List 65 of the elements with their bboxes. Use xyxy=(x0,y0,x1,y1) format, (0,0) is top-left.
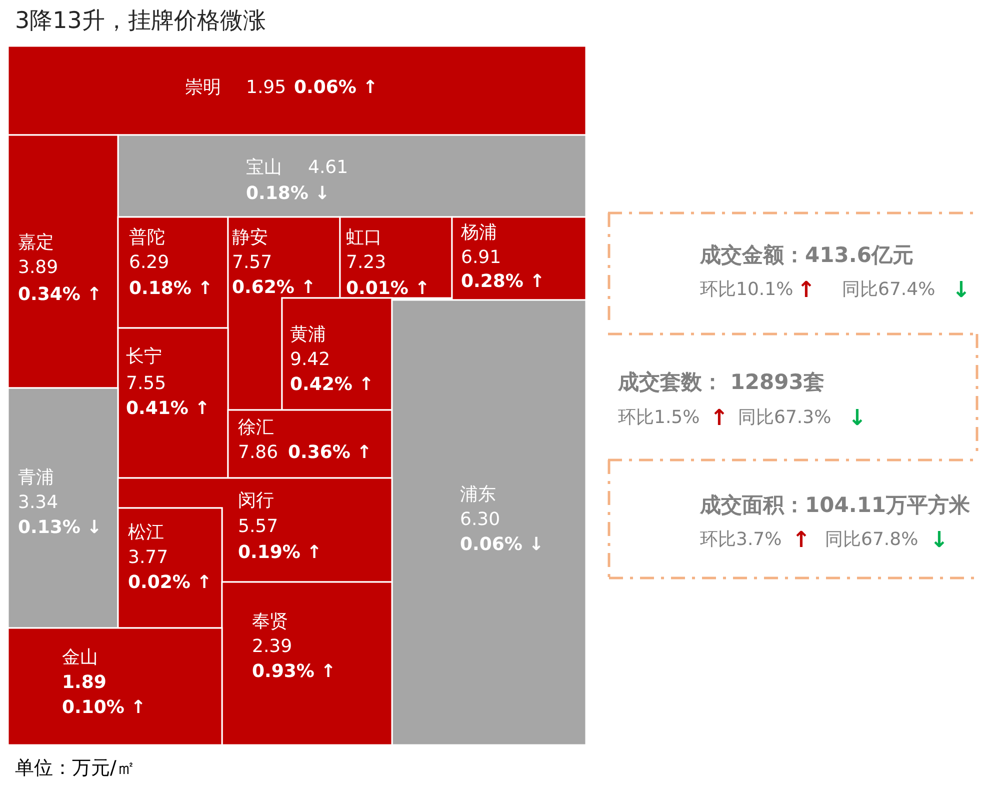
category-label: 嘉定 xyxy=(18,232,54,253)
text: 同比67.8% xyxy=(825,529,918,550)
data-label: 3.89 xyxy=(18,257,58,278)
text: 成交金额：413.6亿元 xyxy=(699,243,914,267)
text: 3降13升，挂牌价格微涨 xyxy=(15,8,266,34)
category-label: 徐汇 xyxy=(238,417,274,438)
text: 单位：万元/㎡ xyxy=(15,757,136,779)
text: 环比3.7% xyxy=(700,529,782,550)
data-label: 0.01% ↑ xyxy=(346,278,430,299)
data-label: 0.19% ↑ xyxy=(238,542,322,563)
data-label: 7.57 xyxy=(232,252,272,273)
data-label: 2.39 xyxy=(252,636,292,657)
data-label: 0.06% ↓ xyxy=(460,534,544,555)
data-label: 0.34% ↑ xyxy=(18,284,102,305)
data-label: 0.28% ↑ xyxy=(461,271,545,292)
category-label: 金山 xyxy=(62,647,98,668)
text: 同比67.4% xyxy=(842,279,936,300)
data-label: 1.89 xyxy=(62,672,106,693)
data-label: 0.10% ↑ xyxy=(62,697,146,718)
category-label: 普陀 xyxy=(129,227,165,248)
data-label: 7.86 xyxy=(238,442,278,463)
data-label: 0.42% ↑ xyxy=(290,374,374,395)
data-label: 0.18% ↓ xyxy=(246,183,330,204)
data-label: 9.42 xyxy=(290,349,330,370)
category-label: 长宁 xyxy=(126,346,162,367)
text: 环比10.1% xyxy=(700,279,794,300)
text: 成交套数： 12893套 xyxy=(617,370,824,394)
data-label: 7.23 xyxy=(346,252,386,273)
category-label: 松江 xyxy=(128,522,164,543)
category-label: 黄浦 xyxy=(290,324,326,345)
category-label: 青浦 xyxy=(18,467,54,488)
data-label: 0.41% ↑ xyxy=(126,398,210,419)
text: ↑ xyxy=(797,278,816,303)
text: ↓ xyxy=(848,406,866,431)
data-label: 6.29 xyxy=(129,252,170,273)
data-label: 0.36% ↑ xyxy=(288,442,372,463)
category-label: 杨浦 xyxy=(460,222,497,243)
data-label: 0.18% ↑ xyxy=(129,278,213,299)
data-label: 6.30 xyxy=(460,509,500,530)
category-label: 闵行 xyxy=(238,490,274,511)
text: 成交面积：104.11万平方米 xyxy=(699,493,972,517)
category-label: 浦东 xyxy=(460,484,496,505)
category-label: 奉贤 xyxy=(252,611,288,632)
text: ↑ xyxy=(710,406,728,431)
text: ↑ xyxy=(792,528,810,553)
text: 同比67.3% xyxy=(738,407,832,428)
data-label: 1.95 xyxy=(246,77,286,98)
data-label: 0.02% ↑ xyxy=(128,572,212,593)
data-label: 7.55 xyxy=(126,373,166,394)
text: 环比1.5% xyxy=(618,407,700,428)
text: ↓ xyxy=(952,278,970,303)
data-label: 0.06% ↑ xyxy=(294,77,378,98)
text: ↓ xyxy=(930,528,948,553)
category-label: 崇明 xyxy=(185,77,221,98)
data-label: 0.93% ↑ xyxy=(252,661,336,682)
data-label: 6.91 xyxy=(461,247,502,268)
data-label: 0.13% ↓ xyxy=(18,517,102,538)
data-label: 5.57 xyxy=(238,516,278,537)
data-label: 4.61 xyxy=(308,157,348,178)
category-label: 虹口 xyxy=(346,227,382,248)
category-label: 静安 xyxy=(232,227,268,248)
data-label: 0.62% ↑ xyxy=(232,277,316,298)
category-label: 宝山 xyxy=(246,157,282,178)
data-label: 3.77 xyxy=(128,547,168,568)
data-label: 3.34 xyxy=(18,492,58,513)
